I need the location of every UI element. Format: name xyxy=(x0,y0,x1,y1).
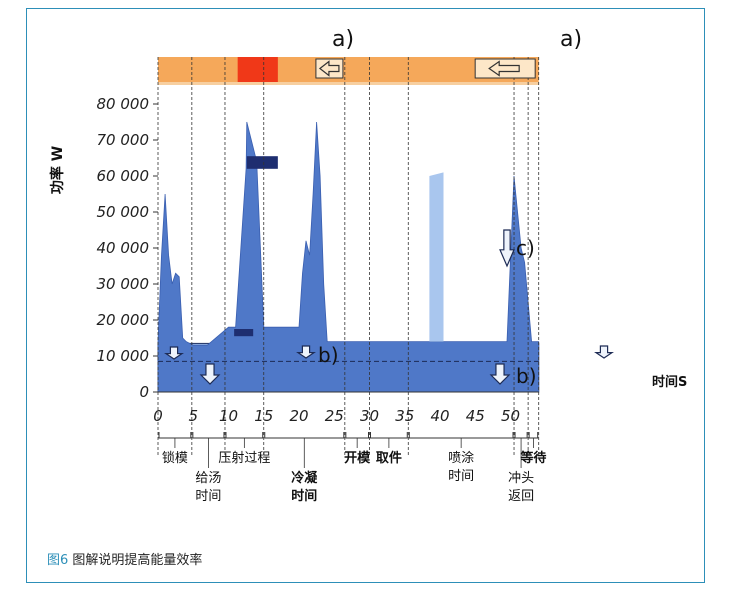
down-arrow-icon xyxy=(199,363,221,385)
series-power-area xyxy=(157,121,540,393)
y-tick-label: 50 000 xyxy=(97,203,150,221)
injection-marker-high xyxy=(246,156,278,169)
injection-highlight xyxy=(237,57,278,82)
phase-bracket xyxy=(264,432,345,439)
y-tick-label: 10 000 xyxy=(97,347,150,365)
injection-marker-low xyxy=(234,329,254,337)
down-arrow-icon xyxy=(296,345,316,359)
phase-label: 喷涂时间 xyxy=(448,450,474,484)
figure-caption: 图6 图解说明提高能量效率 xyxy=(47,549,202,568)
x-tick-label: 15 xyxy=(254,407,273,425)
x-tick-label: 45 xyxy=(466,407,485,425)
annotation-a2: a) xyxy=(560,27,582,52)
annotation-b2: b) xyxy=(516,364,537,388)
caption-text: 图解说明提高能量效率 xyxy=(72,553,203,568)
x-tick-label: 50 xyxy=(501,407,520,425)
phase-bracket xyxy=(345,432,369,439)
phase-label: 取件 xyxy=(376,450,402,466)
y-axis-label: 功率 W xyxy=(49,146,66,194)
series-spray-spike xyxy=(429,172,444,342)
x-tick-label: 10 xyxy=(219,407,238,425)
down-arrow-icon xyxy=(594,345,614,359)
figure-frame xyxy=(26,8,705,583)
annotation-b1: b) xyxy=(318,343,339,367)
x-tick-label: 40 xyxy=(430,407,449,425)
phase-bracket xyxy=(528,432,539,439)
phase-bracket xyxy=(514,432,528,439)
phase-bracket xyxy=(192,432,225,439)
x-tick-label: 5 xyxy=(188,407,198,425)
y-tick-label: 80 000 xyxy=(97,95,150,113)
phase-label: 开模 xyxy=(344,450,371,466)
down-arrow-icon xyxy=(164,346,184,360)
phase-label: 等待 xyxy=(519,450,546,466)
left-arrow-icon xyxy=(318,60,340,77)
phase-label: 压射过程 xyxy=(218,450,270,466)
phase-bracket xyxy=(408,432,514,439)
y-tick-label: 60 000 xyxy=(97,167,150,185)
down-arrow-icon xyxy=(499,229,515,268)
phase-label: 锁模 xyxy=(162,450,188,466)
x-tick-label: 0 xyxy=(153,407,163,425)
annotation-c: c) xyxy=(516,236,535,260)
figure-number: 图6 xyxy=(47,553,69,568)
annotation-a1: a) xyxy=(332,27,354,52)
y-tick-label: 20 000 xyxy=(97,311,150,329)
left-arrow-icon xyxy=(488,60,520,77)
y-tick-label: 70 000 xyxy=(97,131,150,149)
y-tick-label: 30 000 xyxy=(97,275,150,293)
y-tick-label: 40 000 xyxy=(97,239,150,257)
y-tick-label: 0 xyxy=(139,383,149,401)
phase-label: 给汤时间 xyxy=(195,471,221,504)
phase-label: 冲头返回 xyxy=(508,471,534,504)
process-bar-shadow xyxy=(158,82,539,85)
x-axis-label: 时间S xyxy=(652,374,687,390)
phase-bracket xyxy=(370,432,408,439)
down-arrow-icon xyxy=(489,363,511,385)
x-tick-label: 25 xyxy=(325,407,344,425)
phase-bracket xyxy=(158,432,192,439)
phase-label: 冷凝时间 xyxy=(291,470,318,504)
phase-bracket xyxy=(225,432,264,439)
x-tick-label: 30 xyxy=(360,407,379,425)
x-tick-label: 20 xyxy=(289,407,308,425)
x-tick-label: 35 xyxy=(395,407,414,425)
